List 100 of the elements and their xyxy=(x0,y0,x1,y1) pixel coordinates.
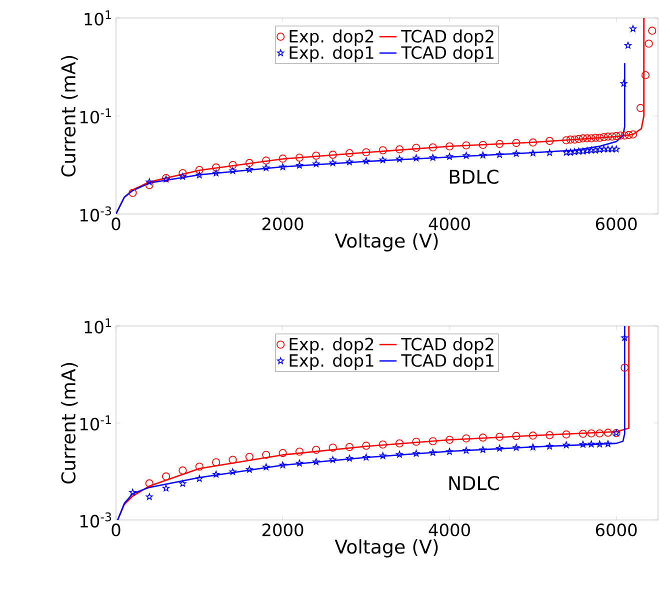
point xyxy=(328,150,337,159)
point xyxy=(604,428,612,437)
point xyxy=(178,169,187,178)
point xyxy=(579,148,586,154)
annotation: NDLC xyxy=(449,476,499,490)
point xyxy=(462,152,470,159)
point xyxy=(229,167,236,174)
x-tick-label: 0 xyxy=(112,218,120,230)
point xyxy=(329,159,336,166)
point xyxy=(462,141,470,150)
point xyxy=(478,140,487,149)
point xyxy=(378,440,387,449)
point xyxy=(145,180,154,190)
point xyxy=(479,152,486,158)
point xyxy=(178,466,187,474)
point xyxy=(345,149,354,158)
point xyxy=(578,134,587,142)
point xyxy=(579,440,586,448)
legend-label: TCAD dop2 xyxy=(401,30,494,46)
y-tick-label: 10$^{1}$ xyxy=(84,10,111,26)
point xyxy=(596,134,604,142)
point xyxy=(512,444,520,451)
point xyxy=(546,431,554,440)
y-tick-label: 10$^{-3}$ xyxy=(80,206,112,222)
y-tick-label: 10$^{-3}$ xyxy=(80,512,112,528)
legend-label: TCAD dop1 xyxy=(401,46,494,62)
point xyxy=(396,155,403,162)
point xyxy=(648,26,656,35)
point xyxy=(529,444,536,450)
point xyxy=(596,429,604,438)
point xyxy=(578,430,587,438)
point xyxy=(446,448,454,455)
point xyxy=(428,143,437,152)
point xyxy=(620,131,629,140)
point xyxy=(362,148,370,156)
point xyxy=(296,460,303,466)
point xyxy=(212,170,220,176)
point xyxy=(628,130,638,138)
point xyxy=(428,437,437,446)
point xyxy=(512,138,520,147)
point xyxy=(512,432,520,440)
point xyxy=(346,454,353,462)
point xyxy=(596,146,604,153)
point xyxy=(295,154,304,162)
point xyxy=(346,158,353,166)
point xyxy=(312,446,320,454)
point xyxy=(295,448,304,456)
point xyxy=(644,40,653,48)
point xyxy=(312,458,320,465)
x-tick-label: 6000 xyxy=(596,218,637,230)
legend-label: Exp. dop1 xyxy=(290,354,374,370)
point xyxy=(566,136,574,144)
point xyxy=(630,25,636,32)
point xyxy=(262,164,270,171)
legend-label: TCAD dop1 xyxy=(401,354,494,370)
point xyxy=(212,458,220,466)
point xyxy=(146,493,153,500)
x-tick-label: 6000 xyxy=(596,524,637,536)
point xyxy=(462,434,470,442)
point xyxy=(562,430,570,438)
point xyxy=(446,436,454,444)
point xyxy=(583,134,592,142)
point xyxy=(562,148,570,156)
point xyxy=(212,470,220,478)
point xyxy=(246,166,253,172)
point xyxy=(312,160,320,167)
point xyxy=(246,466,253,473)
legend-label: TCAD dop2 xyxy=(401,337,494,354)
legend-label: Exp. dop1 xyxy=(290,46,374,62)
point xyxy=(496,444,504,452)
point xyxy=(245,452,254,461)
point xyxy=(604,146,612,152)
point xyxy=(641,71,650,80)
point xyxy=(429,154,436,161)
point xyxy=(621,334,628,341)
point xyxy=(179,172,186,180)
point xyxy=(478,434,487,442)
point xyxy=(278,449,287,458)
point xyxy=(608,146,616,152)
point xyxy=(395,439,404,448)
point xyxy=(296,162,303,168)
y-axis-title: Current (mA) xyxy=(60,363,78,484)
point xyxy=(262,463,270,470)
point xyxy=(479,446,486,453)
point xyxy=(278,154,287,163)
point xyxy=(162,484,170,492)
point xyxy=(571,148,578,155)
y-tick-label: 10$^{-1}$ xyxy=(80,415,111,431)
point xyxy=(396,450,403,458)
point xyxy=(412,438,420,446)
legend-label: Exp. dop2 xyxy=(290,30,374,46)
point xyxy=(620,364,629,372)
x-tick-label: 4000 xyxy=(428,218,470,230)
point xyxy=(128,188,137,197)
point xyxy=(624,42,632,48)
point xyxy=(529,150,536,156)
point xyxy=(588,440,595,448)
point xyxy=(496,432,504,441)
point xyxy=(262,156,270,165)
point xyxy=(546,136,554,145)
